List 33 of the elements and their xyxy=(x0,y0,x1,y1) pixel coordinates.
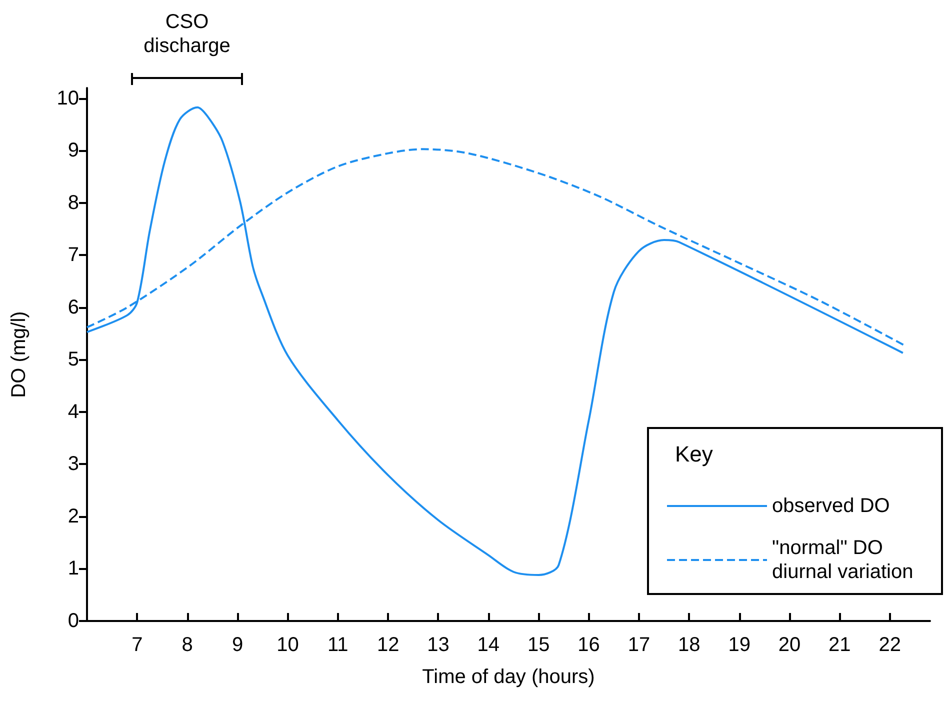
y-tick-label: 2 xyxy=(68,505,79,528)
y-axis-title: DO (mg/l) xyxy=(8,311,30,398)
legend-title: Key xyxy=(675,442,713,466)
x-tick-label: 11 xyxy=(328,634,348,656)
x-tick-label: 9 xyxy=(232,634,244,656)
y-tick-label: 7 xyxy=(68,244,79,266)
x-tick-label: 13 xyxy=(427,634,450,656)
x-axis-title: Time of day (hours) xyxy=(422,666,595,688)
y-tick-label: 6 xyxy=(68,296,79,318)
text: CSO discharge xyxy=(142,10,232,58)
y-tick-label: 5 xyxy=(68,348,79,371)
x-tick-label: 19 xyxy=(728,634,750,656)
y-tick-label: 1 xyxy=(68,558,79,580)
y-tick-label: 8 xyxy=(68,192,79,214)
x-tick-label: 18 xyxy=(678,634,700,656)
x-tick-label: 22 xyxy=(878,634,901,656)
y-tick-label: 9 xyxy=(68,140,79,162)
legend-label: observed DO xyxy=(772,495,890,517)
y-tick-label: 3 xyxy=(68,453,79,476)
x-tick-label: 15 xyxy=(527,634,550,656)
x-tick-label: 8 xyxy=(182,634,193,656)
y-tick-label: 10 xyxy=(56,87,79,110)
y-tick-label: 0 xyxy=(68,610,79,632)
x-tick-label: 20 xyxy=(778,634,801,656)
x-tick-label: 14 xyxy=(477,634,500,656)
y-tick-label: 4 xyxy=(68,400,79,423)
x-tick-label: 16 xyxy=(578,634,600,656)
legend-label: "normal" DO diurnal variation xyxy=(772,537,914,583)
x-tick-label: 21 xyxy=(828,634,851,656)
x-tick-label: 7 xyxy=(132,634,143,656)
x-tick-label: 12 xyxy=(376,634,400,656)
x-tick-label: 10 xyxy=(276,634,299,656)
x-tick-label: 17 xyxy=(628,634,650,656)
